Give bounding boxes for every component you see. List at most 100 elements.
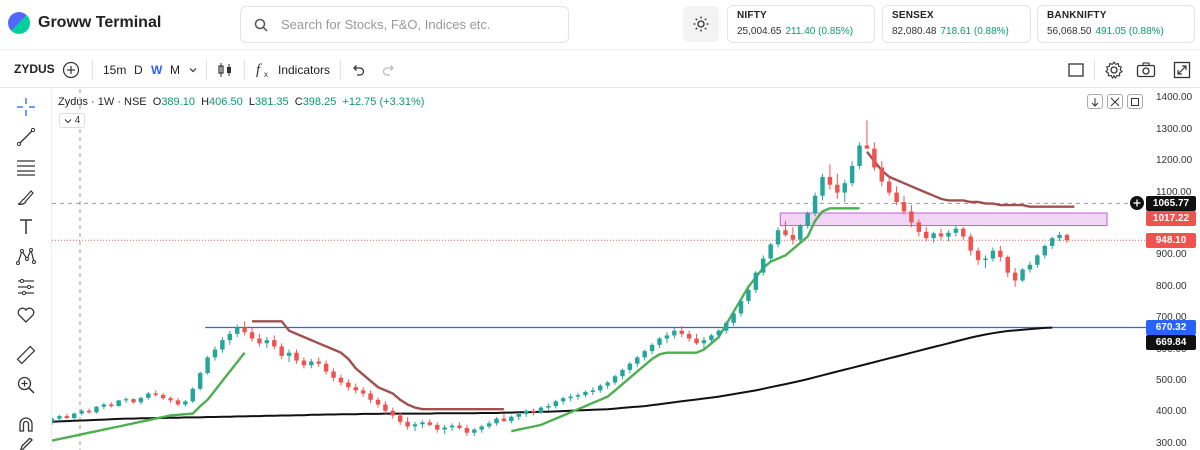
toolbar-divider <box>1094 60 1095 80</box>
candle-body <box>598 385 603 391</box>
text-tool-button[interactable] <box>13 214 39 240</box>
candle-body <box>805 212 810 226</box>
settings-button[interactable] <box>1104 51 1124 88</box>
candle-body <box>1057 234 1062 239</box>
zoom-in-icon <box>17 376 35 394</box>
search-icon <box>241 18 281 32</box>
candle-body <box>775 230 781 245</box>
candle-body <box>946 232 951 237</box>
candle-body <box>390 410 396 416</box>
redo-button[interactable] <box>382 51 396 88</box>
candle-body <box>86 410 92 413</box>
interval-week[interactable]: W <box>151 62 163 77</box>
candle-body <box>864 145 870 149</box>
trendline-icon <box>16 127 36 147</box>
zoom-tool-button[interactable] <box>13 372 39 398</box>
price-axis[interactable] <box>1146 89 1200 450</box>
candle-body <box>1064 234 1070 241</box>
fullscreen-layout-button[interactable] <box>1067 51 1085 88</box>
candle-body <box>1049 238 1055 246</box>
candle-body <box>516 413 521 417</box>
horizontal-lines-tool-button[interactable] <box>13 154 39 180</box>
supertrend-down-line <box>252 151 1075 411</box>
indicator-count: 4 <box>74 115 81 126</box>
magnet-tool-button[interactable] <box>13 412 39 438</box>
candle-body <box>220 340 225 350</box>
symbol-label[interactable]: ZYDUS <box>14 62 55 76</box>
scroll-down-button[interactable] <box>1087 94 1103 109</box>
candle-body <box>449 425 455 428</box>
collapse-button[interactable] <box>1107 94 1123 109</box>
interval-month[interactable]: M <box>170 62 180 77</box>
reset-button[interactable] <box>1127 94 1143 109</box>
candle-body <box>375 399 381 405</box>
price-chart[interactable] <box>52 89 1146 450</box>
supertrend-up-line <box>52 207 860 442</box>
prediction-icon <box>18 278 34 296</box>
refresh-icon <box>1131 97 1139 106</box>
ruler-tool-button[interactable] <box>13 342 39 368</box>
lock-tool-button[interactable] <box>13 438 39 450</box>
candle-body <box>968 236 973 251</box>
candle-body <box>360 390 366 394</box>
candle-body <box>1020 269 1025 281</box>
candle-body <box>153 393 158 396</box>
legend-change: +12.75 (+3.31%) <box>342 96 425 108</box>
candle-body <box>686 333 692 339</box>
interval-dropdown-chevron-icon[interactable] <box>188 51 198 88</box>
brush-icon <box>17 190 34 205</box>
theme-toggle-button[interactable] <box>683 6 719 42</box>
interval-15m[interactable]: 15m <box>103 62 127 77</box>
pattern-tool-button[interactable] <box>13 244 39 270</box>
expand-chart-button[interactable] <box>1173 51 1191 88</box>
index-card-nifty[interactable]: NIFTY 25,004.65 211.40 (0.85%) <box>727 5 875 43</box>
arrow-down-icon <box>1091 97 1099 107</box>
candle-body <box>464 428 470 433</box>
candle-body <box>916 222 922 232</box>
index-card-sensex[interactable]: SENSEX 82,080.48 718.61 (0.88%) <box>882 5 1031 43</box>
candle-body <box>842 183 847 193</box>
candle-body <box>798 225 803 240</box>
app-logo[interactable]: Groww Terminal <box>8 12 161 34</box>
candle-body <box>242 327 247 333</box>
candle-body <box>731 313 736 323</box>
candle-body <box>57 416 62 419</box>
price-tick-label: 500.00 <box>1156 374 1187 386</box>
undo-button[interactable] <box>351 51 365 88</box>
candle-body <box>249 332 255 339</box>
screenshot-button[interactable] <box>1136 51 1156 88</box>
interval-day[interactable]: D <box>134 62 143 77</box>
trendline-tool-button[interactable] <box>13 124 39 150</box>
search-input[interactable] <box>281 17 551 32</box>
candle-body <box>983 258 988 261</box>
indicator-count-toggle[interactable]: 4 <box>59 113 85 128</box>
candle-body <box>820 176 825 196</box>
add-alert-button[interactable] <box>1130 196 1144 210</box>
search-box[interactable] <box>240 6 569 43</box>
favorites-tool-button[interactable] <box>13 302 39 328</box>
candle-body <box>338 377 344 383</box>
chart-type-candles-icon[interactable] <box>216 51 234 88</box>
candle-body <box>1042 245 1047 256</box>
candle-body <box>990 250 996 259</box>
add-symbol-button[interactable] <box>62 51 80 88</box>
candle-body <box>953 228 959 233</box>
candle-body <box>879 167 885 182</box>
brush-tool-button[interactable] <box>13 184 39 210</box>
candle-body <box>790 234 796 240</box>
candle-body <box>938 233 944 237</box>
moving-average-line <box>52 326 1053 423</box>
candle-body <box>472 429 477 433</box>
measure-tool-button[interactable] <box>13 274 39 300</box>
candle-body <box>642 351 647 358</box>
sun-icon <box>693 16 709 32</box>
magnet-icon <box>19 417 33 432</box>
index-card-banknifty[interactable]: BANKNIFTY 56,068.50 491.05 (0.88%) <box>1037 5 1195 43</box>
candle-body <box>405 421 410 427</box>
crosshair-tool-button[interactable] <box>13 94 39 120</box>
candle-body <box>827 176 833 185</box>
candle-body <box>368 393 373 400</box>
candle-body <box>531 410 536 413</box>
